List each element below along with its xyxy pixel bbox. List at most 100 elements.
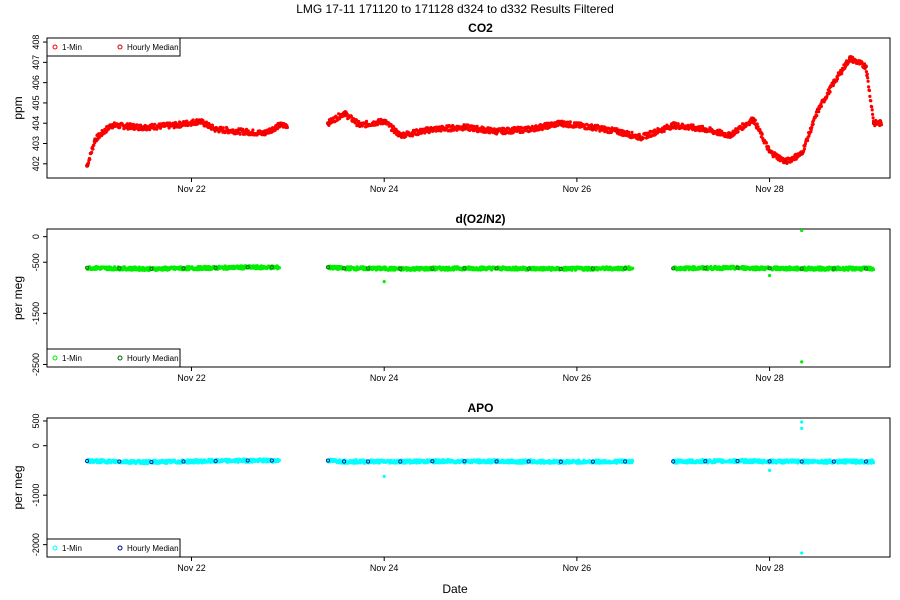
data-point-1min xyxy=(92,143,96,147)
y-tick-label: -2000 xyxy=(31,533,41,556)
data-point-hourly xyxy=(269,458,274,463)
data-point-1min xyxy=(846,268,850,272)
data-point-1min xyxy=(246,129,250,133)
data-point-1min xyxy=(506,126,510,130)
data-point-1min xyxy=(627,130,631,134)
legend: 1-Min Hourly Median xyxy=(46,37,181,57)
legend-box xyxy=(46,37,181,57)
data-point-hourly xyxy=(590,125,595,130)
data-point-hourly xyxy=(831,459,836,464)
data-point-hourly xyxy=(358,123,363,128)
data-point-hourly xyxy=(767,266,772,271)
data-point-hourly xyxy=(366,266,371,271)
legend-label-1min: 1-Min xyxy=(62,544,82,553)
data-point-hourly xyxy=(325,458,330,463)
data-point-hourly xyxy=(237,129,242,134)
y-axis-label: per meg xyxy=(11,465,25,509)
legend-marker-hourly xyxy=(117,355,123,361)
data-point-hourly xyxy=(526,459,531,464)
panel-title: d(O2/N2) xyxy=(455,212,505,226)
data-point-hourly xyxy=(398,459,403,464)
data-point-1min xyxy=(345,112,349,116)
data-point-1min xyxy=(273,128,277,132)
outlier-point xyxy=(800,228,804,233)
y-tick-label: 403 xyxy=(31,136,41,151)
data-point-hourly xyxy=(703,127,708,132)
data-point-hourly xyxy=(703,266,708,271)
data-point-hourly xyxy=(751,117,756,122)
x-tick-label: Nov 28 xyxy=(755,373,784,383)
data-point-hourly xyxy=(269,265,274,270)
data-point-hourly xyxy=(149,266,154,271)
data-point-hourly xyxy=(671,459,676,464)
data-point-hourly xyxy=(615,129,620,134)
data-point-1min xyxy=(756,125,760,129)
data-point-hourly xyxy=(109,123,114,128)
legend-label-hourly: Hourly Median xyxy=(127,544,179,553)
data-point-hourly xyxy=(325,265,330,270)
data-point-1min xyxy=(868,94,872,98)
outlier-point xyxy=(382,474,386,478)
y-tick-label: 406 xyxy=(31,75,41,90)
data-point-hourly xyxy=(783,159,788,164)
data-point-hourly xyxy=(590,459,595,464)
legend-label-1min: 1-Min xyxy=(62,43,82,52)
data-point-hourly xyxy=(342,111,347,116)
data-point-hourly xyxy=(173,123,178,128)
data-point-hourly xyxy=(117,459,122,464)
plot-frame xyxy=(46,228,891,368)
data-point-hourly xyxy=(197,119,202,124)
legend: 1-Min Hourly Median xyxy=(46,538,181,558)
data-point-1min xyxy=(191,118,195,122)
x-tick-label: Nov 22 xyxy=(177,184,206,194)
data-point-1min xyxy=(238,132,242,136)
data-point-1min xyxy=(866,79,870,83)
panel-title: APO xyxy=(467,401,493,415)
data-point-1min xyxy=(475,124,479,128)
data-point-hourly xyxy=(494,266,499,271)
data-point-hourly xyxy=(430,266,435,271)
data-point-hourly xyxy=(831,266,836,271)
data-point-1min xyxy=(815,114,819,118)
y-tick-label: 405 xyxy=(31,95,41,110)
data-point-hourly xyxy=(213,458,218,463)
data-point-1min xyxy=(755,122,759,126)
data-point-hourly xyxy=(494,129,499,134)
data-point-1min xyxy=(736,130,740,134)
data-point-hourly xyxy=(149,459,154,464)
data-point-1min xyxy=(277,458,281,462)
y-axis-label: ppm xyxy=(11,96,25,119)
y-tick-label: 0 xyxy=(31,443,41,448)
data-point-1min xyxy=(204,120,208,124)
outlier-point xyxy=(800,420,804,424)
data-point-hourly xyxy=(462,266,467,271)
legend-label-hourly: Hourly Median xyxy=(127,43,179,52)
data-point-hourly xyxy=(863,64,868,69)
y-tick-label: -2500 xyxy=(31,353,41,376)
data-point-1min xyxy=(753,118,757,122)
data-point-hourly xyxy=(325,121,330,126)
data-point-hourly xyxy=(93,137,98,142)
data-point-hourly xyxy=(735,458,740,463)
data-point-1min xyxy=(835,77,840,81)
data-point-1min xyxy=(135,123,140,127)
data-point-1min xyxy=(864,70,869,74)
data-point-hourly xyxy=(213,127,218,132)
data-point-1min xyxy=(90,150,94,154)
data-point-hourly xyxy=(366,459,371,464)
chart-title: LMG 17-11 171120 to 171128 d324 to d332 … xyxy=(296,2,614,16)
data-point-hourly xyxy=(671,123,676,128)
outlier-point xyxy=(800,360,804,364)
data-point-1min xyxy=(631,266,635,270)
data-point-1min xyxy=(869,99,873,103)
x-tick-label: Nov 26 xyxy=(563,563,592,573)
data-point-1min xyxy=(840,72,844,76)
data-point-hourly xyxy=(558,266,563,271)
data-point-1min xyxy=(201,119,205,123)
legend-box xyxy=(46,538,181,558)
data-point-hourly xyxy=(639,135,644,140)
data-point-1min xyxy=(285,125,289,130)
data-point-hourly xyxy=(85,163,90,168)
